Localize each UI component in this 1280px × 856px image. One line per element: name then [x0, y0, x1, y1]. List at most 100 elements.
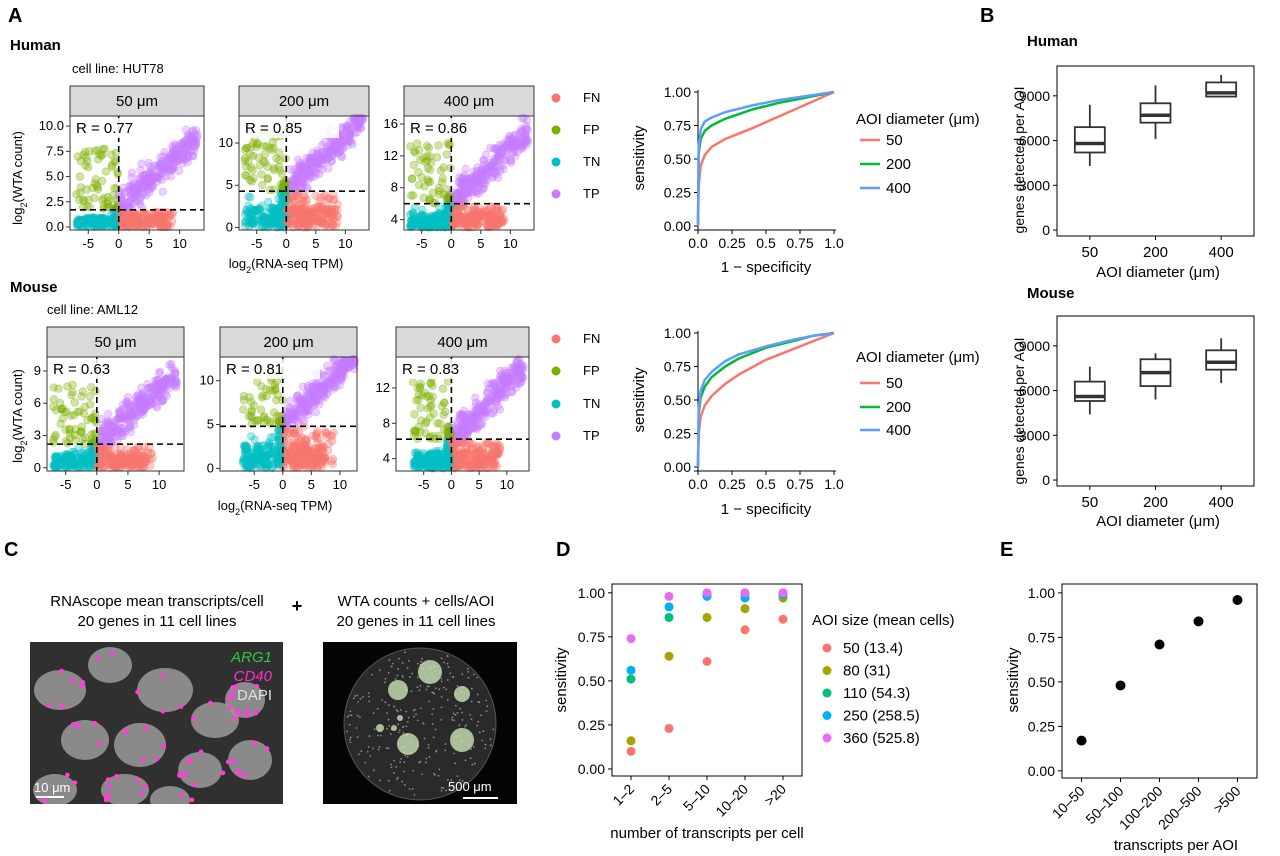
data-point	[328, 220, 337, 229]
data-point	[127, 182, 137, 192]
data-point	[289, 441, 298, 451]
data-point	[167, 154, 177, 164]
y-tick-label: 4	[383, 451, 390, 466]
y-tick-label: 0.50	[578, 673, 605, 689]
data-point	[91, 409, 100, 418]
data-point	[308, 379, 318, 388]
data-point	[145, 174, 154, 183]
x-tick-label: 10	[333, 477, 347, 492]
transcript-dot	[178, 704, 184, 709]
data-point	[169, 152, 178, 161]
data-point	[158, 187, 168, 196]
cell-dot	[397, 668, 400, 670]
transcript-dot	[95, 655, 101, 661]
data-point	[148, 175, 158, 184]
cell-dot	[472, 673, 475, 676]
cell-dot	[456, 685, 459, 688]
mouse-scatter-ylabel: log2(WTA count)	[10, 369, 29, 463]
data-point	[169, 159, 178, 169]
cell-dot	[446, 662, 449, 665]
data-point	[626, 746, 636, 756]
correlation-label: R = 0.77	[76, 120, 133, 137]
data-point	[111, 148, 121, 158]
data-point	[170, 153, 180, 163]
legend-label: 110 (54.3)	[843, 685, 910, 702]
data-point	[133, 185, 142, 194]
data-point	[260, 456, 269, 465]
cell-dot	[398, 729, 401, 732]
x-axis-label: number of transcripts per cell	[610, 825, 803, 842]
data-point	[90, 193, 99, 203]
data-point	[163, 156, 172, 166]
data-point	[702, 657, 712, 667]
data-point	[125, 188, 134, 197]
data-point	[516, 371, 525, 380]
data-point	[147, 183, 157, 192]
data-point	[173, 149, 183, 159]
y-tick-label: 0.0	[46, 219, 64, 234]
data-point	[482, 456, 492, 466]
y-tick-label: 0.75	[664, 118, 691, 134]
cell-dot	[357, 701, 359, 703]
cell-dot	[432, 772, 435, 775]
legend-swatch	[822, 688, 832, 698]
x-tick-label: 10	[503, 236, 517, 251]
x-tick-label: -5	[251, 236, 263, 251]
nucleus	[178, 752, 222, 788]
data-point	[514, 379, 523, 388]
cell-dot	[376, 734, 379, 737]
data-point	[171, 141, 181, 151]
cell-dot	[453, 719, 455, 722]
data-point	[126, 193, 136, 202]
cell-dot	[466, 667, 469, 670]
roc-series-400	[696, 90, 835, 227]
cell-dot	[379, 779, 381, 782]
data-point	[491, 221, 501, 230]
data-point	[476, 406, 486, 416]
data-point	[84, 195, 93, 204]
data-point	[138, 222, 148, 232]
data-point	[146, 175, 155, 184]
roc-legend-400-label: 400	[886, 422, 911, 439]
data-point	[329, 195, 339, 204]
y-tick-label: 0	[226, 219, 233, 234]
data-point	[296, 161, 305, 171]
data-point	[91, 174, 100, 184]
data-point	[259, 212, 268, 222]
data-point	[430, 198, 440, 207]
data-point	[168, 150, 178, 160]
data-point	[188, 126, 197, 135]
cell-dot	[456, 712, 459, 714]
data-point	[124, 213, 133, 222]
cell-dot	[368, 735, 371, 737]
cell-dot	[408, 659, 410, 662]
data-point	[137, 181, 146, 191]
roc-mouse-xlabel: 1 − specificity	[721, 501, 812, 518]
data-point	[318, 155, 328, 164]
data-point	[138, 179, 148, 189]
cell-dot	[480, 714, 482, 717]
data-point	[425, 457, 435, 466]
facet-label: 200 μm	[279, 93, 329, 110]
cell-dot	[432, 736, 435, 739]
data-point	[49, 395, 59, 404]
data-point	[142, 217, 152, 226]
data-point	[94, 155, 103, 164]
data-point	[99, 200, 109, 210]
data-point	[434, 141, 443, 150]
data-point	[153, 161, 162, 170]
cell-dot	[440, 695, 443, 698]
roc-mouse-ylabel: sensitivity	[631, 367, 648, 433]
y-tick-label: 1.00	[664, 325, 691, 341]
cell-dot	[390, 766, 393, 769]
cell-dot	[377, 748, 380, 751]
cell-dot	[451, 719, 453, 721]
data-point	[178, 149, 187, 158]
data-point	[246, 204, 256, 213]
data-point	[166, 164, 176, 174]
x-tick-label: 5	[146, 236, 153, 251]
data-point	[169, 151, 179, 160]
transcript-dot	[234, 768, 240, 774]
